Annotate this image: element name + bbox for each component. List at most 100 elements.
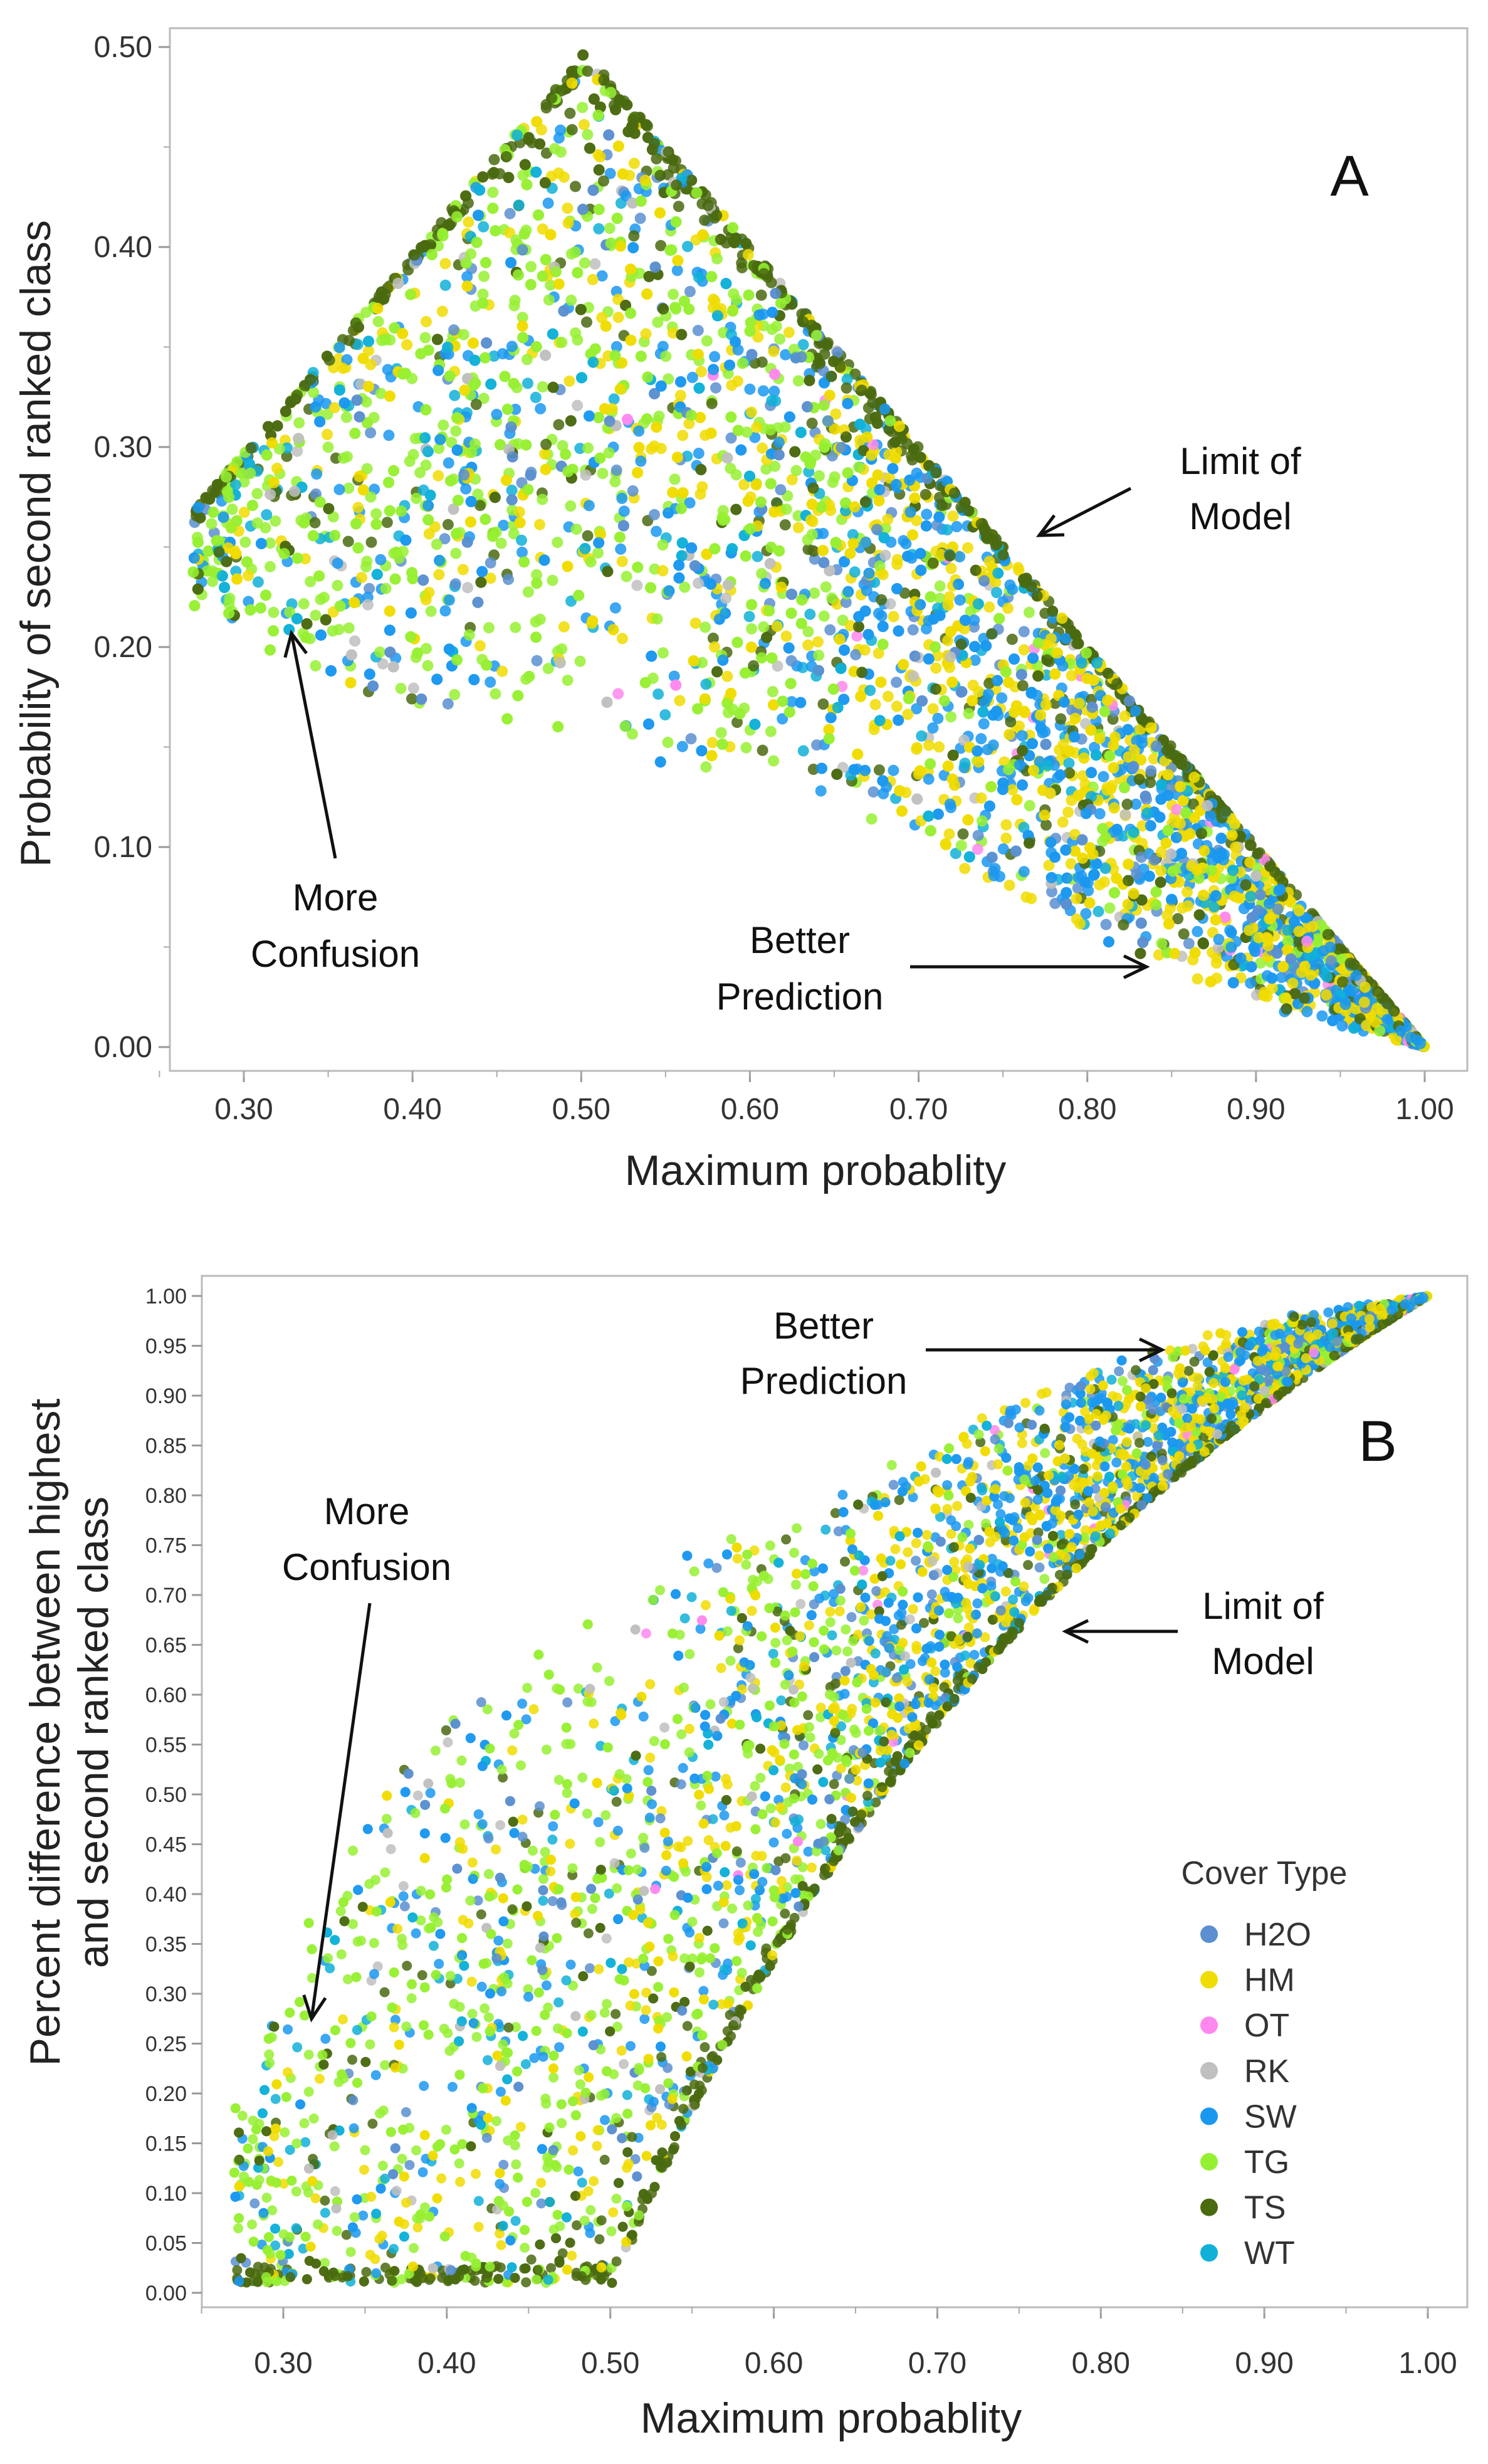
data-point — [506, 340, 518, 352]
data-point — [730, 503, 742, 515]
data-point — [921, 508, 933, 520]
data-point — [959, 614, 971, 626]
data-point — [720, 592, 732, 604]
annotation-a-better-2: Prediction — [716, 976, 884, 1018]
data-point — [740, 667, 751, 679]
data-point — [556, 337, 568, 349]
data-point — [281, 450, 293, 462]
data-point — [1246, 912, 1258, 924]
data-point — [816, 762, 827, 774]
data-point — [534, 519, 545, 530]
data-point — [1192, 973, 1203, 985]
data-point — [866, 813, 878, 825]
data-point — [989, 863, 1001, 875]
data-point — [947, 749, 959, 761]
data-point — [730, 233, 742, 245]
data-point — [1066, 670, 1077, 682]
data-point — [908, 670, 920, 682]
data-point — [192, 502, 204, 513]
data-point — [415, 348, 427, 360]
data-point — [211, 478, 223, 490]
data-point — [412, 647, 424, 659]
data-point — [689, 560, 701, 572]
y-tick-label: 0.30 — [94, 431, 152, 464]
data-point — [763, 605, 775, 617]
data-point — [840, 431, 852, 443]
data-point — [932, 712, 944, 724]
data-point — [720, 608, 731, 619]
data-point — [916, 730, 928, 742]
data-point — [384, 646, 396, 658]
data-point — [930, 683, 941, 695]
data-point — [615, 240, 627, 252]
data-point — [1024, 837, 1035, 849]
data-point — [789, 446, 801, 458]
data-point — [194, 512, 206, 524]
data-point — [967, 695, 978, 707]
data-point — [300, 631, 312, 643]
data-point — [224, 592, 236, 604]
data-point — [1227, 865, 1239, 877]
data-point — [460, 257, 472, 269]
data-point — [361, 463, 373, 475]
data-point — [407, 682, 419, 694]
data-point — [849, 368, 861, 380]
data-point — [757, 385, 769, 397]
data-point — [501, 713, 513, 725]
data-point — [676, 740, 688, 752]
data-point — [337, 452, 349, 464]
data-point — [1135, 851, 1147, 863]
data-point — [566, 124, 578, 135]
data-point — [560, 448, 572, 460]
data-point — [842, 586, 854, 598]
data-point — [724, 359, 735, 371]
data-point — [668, 670, 680, 682]
data-point — [189, 600, 201, 612]
data-point — [1395, 1025, 1407, 1037]
data-point — [593, 204, 605, 216]
data-point — [1177, 795, 1189, 806]
data-point — [367, 680, 379, 692]
data-point — [352, 542, 364, 554]
data-point — [633, 425, 645, 437]
data-point — [540, 463, 552, 475]
data-point — [473, 209, 484, 221]
data-point — [824, 624, 836, 636]
data-point — [437, 419, 449, 431]
data-point — [380, 582, 392, 594]
data-point — [1163, 747, 1175, 759]
data-point — [514, 517, 526, 529]
data-point — [963, 708, 975, 720]
data-point — [357, 484, 369, 496]
data-point — [219, 581, 231, 593]
data-point — [1017, 680, 1029, 692]
data-point — [614, 94, 626, 106]
data-point — [671, 451, 683, 463]
data-point — [923, 653, 935, 665]
data-point — [1128, 826, 1140, 838]
data-point — [716, 512, 728, 524]
data-point — [672, 255, 684, 266]
data-point — [997, 549, 1009, 561]
data-point — [450, 425, 462, 437]
data-point — [1344, 957, 1356, 969]
data-point — [1065, 858, 1077, 870]
data-point — [582, 530, 594, 542]
data-point — [859, 644, 871, 656]
data-point — [625, 307, 637, 319]
data-point — [855, 690, 867, 702]
data-point — [1118, 782, 1130, 794]
data-point — [443, 643, 455, 655]
data-point — [1025, 687, 1037, 698]
data-point — [874, 484, 886, 496]
data-point — [827, 476, 839, 488]
data-point — [423, 587, 435, 598]
data-point — [915, 564, 927, 576]
data-point — [419, 432, 431, 444]
data-point — [1348, 1022, 1360, 1034]
data-point — [329, 530, 341, 541]
data-point — [1370, 1016, 1381, 1028]
data-point — [1007, 584, 1019, 595]
data-point — [531, 569, 543, 581]
data-point — [674, 695, 686, 707]
